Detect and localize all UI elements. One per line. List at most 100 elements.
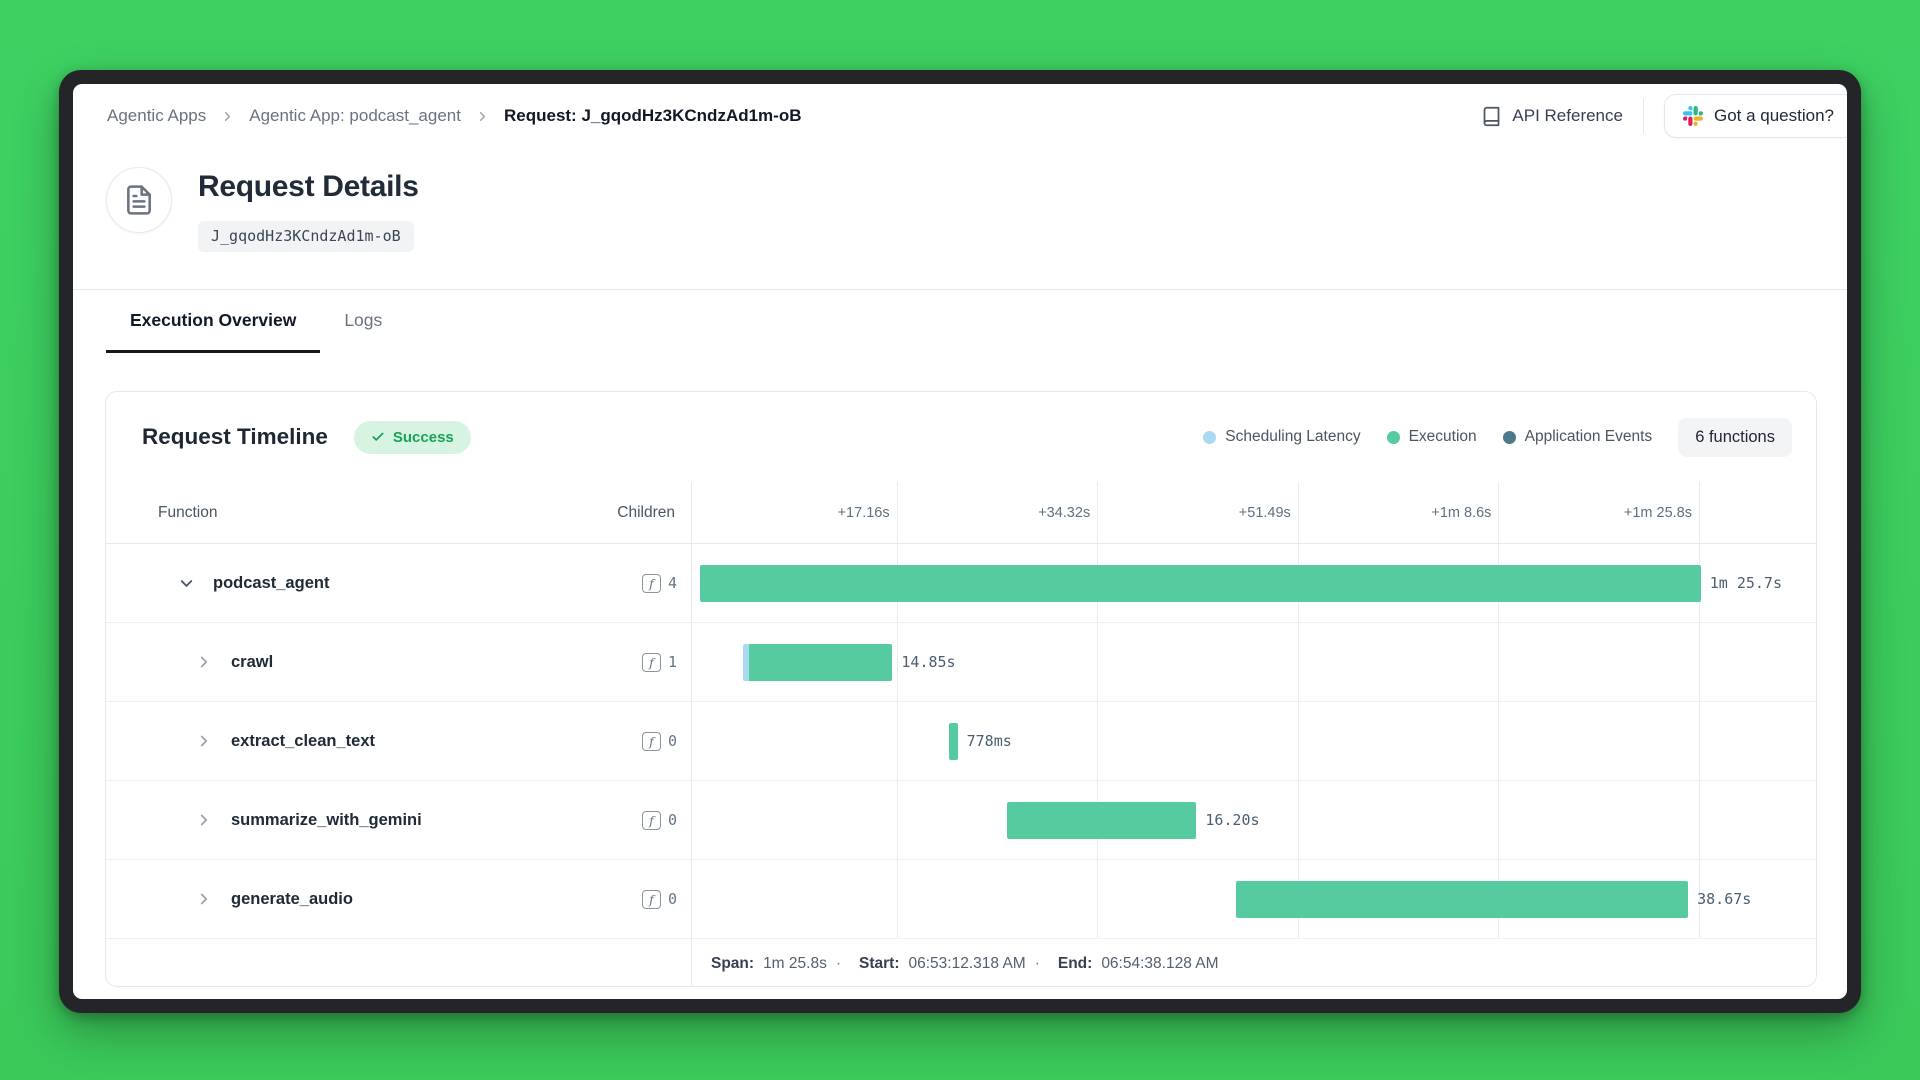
table-row-generate-audio[interactable]: generate_audio f 0 38.67s xyxy=(106,860,1816,939)
breadcrumb: Agentic Apps Agentic App: podcast_agent … xyxy=(107,106,802,126)
duration-label: 14.85s xyxy=(901,653,956,671)
legend-scheduling-label: Scheduling Latency xyxy=(1225,428,1361,445)
column-header-children: Children xyxy=(617,504,675,521)
execution-bar[interactable] xyxy=(742,644,893,681)
function-name: crawl xyxy=(231,652,274,671)
card-header: Request Timeline Success Scheduling Late… xyxy=(106,392,1816,482)
span-label: Span: xyxy=(711,955,755,972)
status-badge: Success xyxy=(353,420,471,454)
function-name: generate_audio xyxy=(231,889,353,908)
breadcrumb-current-request: Request: J_gqodHz3KCndzAd1m-oB xyxy=(503,106,802,125)
top-bar: Agentic Apps Agentic App: podcast_agent … xyxy=(107,84,1847,148)
tab-logs[interactable]: Logs xyxy=(344,310,383,330)
duration-label: 38.67s xyxy=(1697,890,1752,908)
end-value: 06:54:38.128 AM xyxy=(1101,955,1219,972)
duration-label: 778ms xyxy=(966,732,1012,750)
dot-separator: · xyxy=(835,955,841,972)
children-count: 1 xyxy=(667,653,677,671)
tab-execution-overview[interactable]: Execution Overview xyxy=(106,290,321,353)
table-header: Function Children +17.16s +34.32s +51.49… xyxy=(106,482,1816,544)
execution-segment xyxy=(1236,881,1689,918)
end-label: End: xyxy=(1057,955,1093,972)
function-icon: f xyxy=(641,652,661,672)
api-reference-link[interactable]: API Reference xyxy=(1481,106,1623,127)
execution-segment xyxy=(748,644,893,681)
children-count-cell: f 4 xyxy=(641,573,677,593)
book-icon xyxy=(1481,106,1502,127)
vertical-divider xyxy=(1642,99,1644,133)
table-row-crawl[interactable]: crawl f 1 14.85s xyxy=(106,623,1816,702)
table-row-podcast-agent[interactable]: podcast_agent f 4 1m 25.7s xyxy=(106,544,1816,623)
timeline-table: Function Children +17.16s +34.32s +51.49… xyxy=(106,482,1816,986)
duration-label: 16.20s xyxy=(1205,811,1260,829)
execution-bar[interactable] xyxy=(948,723,958,760)
execution-bar[interactable] xyxy=(1236,881,1689,918)
children-count-cell: f 0 xyxy=(641,810,677,830)
function-icon: f xyxy=(641,810,661,830)
card-title: Request Timeline xyxy=(142,424,328,449)
dot-separator: · xyxy=(1034,955,1040,972)
axis-tick-label: +1m 25.8s xyxy=(1623,505,1693,521)
functions-count-pill: 6 functions xyxy=(1678,417,1792,457)
got-a-question-label: Got a question? xyxy=(1713,106,1834,125)
chevron-right-icon[interactable] xyxy=(194,889,214,909)
breadcrumb-agentic-app[interactable]: Agentic App: podcast_agent xyxy=(249,106,461,125)
start-value: 06:53:12.318 AM xyxy=(908,955,1026,972)
api-reference-label: API Reference xyxy=(1512,106,1623,125)
scheduling-latency-segment xyxy=(742,644,749,681)
execution-segment xyxy=(1006,802,1197,839)
children-count-cell: f 1 xyxy=(641,652,677,672)
request-id-badge: J_gqodHz3KCndzAd1m-oB xyxy=(198,221,414,252)
chevron-right-icon[interactable] xyxy=(194,731,214,751)
top-actions: API Reference Got a question? xyxy=(1481,94,1847,138)
function-icon: f xyxy=(641,731,661,751)
axis-tick-label: +17.16s xyxy=(837,505,890,521)
timeline-span-summary: Span: 1m 25.8s · Start: 06:53:12.318 AM … xyxy=(711,939,1219,988)
tabs-top-divider xyxy=(73,289,1847,290)
chevron-down-icon[interactable] xyxy=(176,573,196,593)
request-timeline-card: Request Timeline Success Scheduling Late… xyxy=(105,391,1817,987)
chevron-right-icon xyxy=(220,109,235,124)
status-label: Success xyxy=(392,428,454,446)
duration-label: 1m 25.7s xyxy=(1709,574,1782,592)
function-icon: f xyxy=(641,573,661,593)
card-header-right: Scheduling Latency Execution Application… xyxy=(1203,417,1792,457)
legend-execution-label: Execution xyxy=(1408,428,1477,445)
legend-execution: Execution xyxy=(1386,428,1477,446)
got-a-question-button[interactable]: Got a question? xyxy=(1663,94,1847,138)
function-name: podcast_agent xyxy=(213,573,330,592)
start-label: Start: xyxy=(859,955,900,972)
page-title: Request Details xyxy=(198,170,419,203)
axis-tick-label: +1m 8.6s xyxy=(1431,505,1492,521)
column-divider xyxy=(691,482,692,986)
check-icon xyxy=(371,430,385,444)
execution-bar[interactable] xyxy=(1006,802,1197,839)
chevron-right-icon[interactable] xyxy=(194,810,214,830)
children-count: 0 xyxy=(667,890,677,908)
span-value: 1m 25.8s xyxy=(763,955,827,972)
function-name: summarize_with_gemini xyxy=(231,810,422,829)
slack-icon xyxy=(1682,106,1703,126)
timeline-legend: Scheduling Latency Execution Application… xyxy=(1203,428,1652,446)
legend-scheduling-latency: Scheduling Latency xyxy=(1203,428,1361,446)
legend-application-events-label: Application Events xyxy=(1524,428,1653,445)
page-content: Agentic Apps Agentic App: podcast_agent … xyxy=(73,84,1847,999)
timeline-footer: Span: 1m 25.8s · Start: 06:53:12.318 AM … xyxy=(106,939,1816,988)
breadcrumb-agentic-apps[interactable]: Agentic Apps xyxy=(107,106,207,125)
app-window: Agentic Apps Agentic App: podcast_agent … xyxy=(59,70,1861,1013)
execution-bar[interactable] xyxy=(700,565,1701,602)
children-count-cell: f 0 xyxy=(641,731,677,751)
request-avatar xyxy=(106,167,172,233)
table-row-summarize-with-gemini[interactable]: summarize_with_gemini f 0 16.20s xyxy=(106,781,1816,860)
execution-segment xyxy=(700,565,1701,602)
column-header-function: Function xyxy=(158,504,218,521)
children-count-cell: f 0 xyxy=(641,889,677,909)
chevron-right-icon xyxy=(475,109,490,124)
chevron-right-icon[interactable] xyxy=(194,652,214,672)
document-icon xyxy=(123,184,155,216)
scheduling-latency-dot xyxy=(1203,430,1217,444)
children-count: 0 xyxy=(667,811,677,829)
function-icon: f xyxy=(641,889,661,909)
table-row-extract-clean-text[interactable]: extract_clean_text f 0 778ms xyxy=(106,702,1816,781)
function-name: extract_clean_text xyxy=(231,731,376,750)
